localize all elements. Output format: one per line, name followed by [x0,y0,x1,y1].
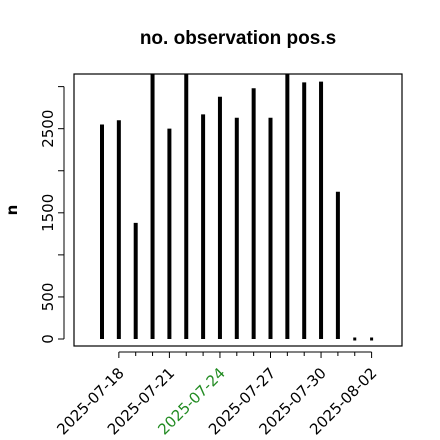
bar [370,337,374,341]
chart-title: no. observation pos.s [140,28,336,49]
y-tick-label: 2500 [39,110,57,148]
y-tick-label: 500 [39,283,57,312]
plot-frame [73,73,403,347]
y-axis: 0 500 1500 2500 [39,86,65,344]
x-axis: 2025-07-182025-07-212025-07-242025-07-27… [53,351,380,438]
y-tick-label: 1500 [39,194,57,232]
y-axis-label: n [3,205,21,216]
bars-group [100,74,374,341]
bar [353,337,357,341]
y-tick-label: 0 [39,334,57,344]
